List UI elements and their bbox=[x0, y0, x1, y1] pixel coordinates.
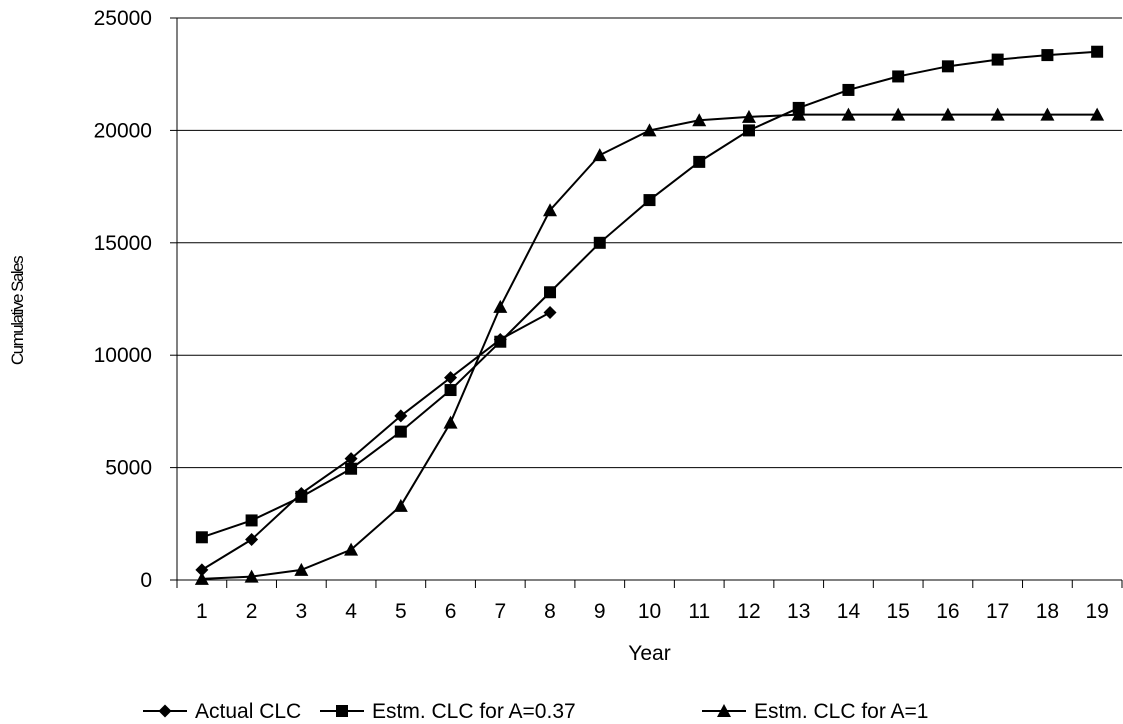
legend: Actual CLC Estm. CLC for A=0.37 Estm. CLC … bbox=[143, 700, 928, 723]
data-point bbox=[592, 148, 607, 162]
legend-label: Actual CLC bbox=[195, 700, 301, 723]
data-point bbox=[940, 107, 955, 121]
x-tick-label: 9 bbox=[594, 600, 606, 623]
series-3 bbox=[194, 107, 1105, 585]
data-point bbox=[1091, 45, 1104, 58]
x-tick-label: 19 bbox=[1085, 600, 1108, 623]
data-point bbox=[344, 452, 358, 466]
y-tick-label: 10000 bbox=[94, 344, 152, 367]
data-point bbox=[642, 123, 657, 137]
x-tick-label: 16 bbox=[936, 600, 959, 623]
series-line bbox=[201, 311, 551, 571]
data-point bbox=[1090, 107, 1105, 121]
data-point bbox=[841, 107, 856, 121]
y-tick-label: 15000 bbox=[94, 232, 152, 255]
x-tick-label: 5 bbox=[395, 600, 407, 623]
x-tick-label: 14 bbox=[837, 600, 861, 623]
gridlines bbox=[177, 17, 1122, 469]
legend-marker bbox=[336, 705, 348, 717]
data-point bbox=[991, 53, 1004, 66]
data-point bbox=[593, 236, 606, 249]
data-point bbox=[295, 490, 308, 503]
data-point bbox=[892, 70, 905, 83]
legend-marker bbox=[158, 704, 172, 718]
y-axis-title: Cumulative Sales bbox=[8, 256, 27, 365]
data-point bbox=[741, 109, 756, 123]
series-2 bbox=[195, 45, 1104, 544]
x-tick-label: 11 bbox=[688, 600, 710, 623]
data-point bbox=[493, 299, 508, 313]
data-point bbox=[543, 203, 558, 217]
data-point bbox=[791, 107, 806, 121]
x-tick-label: 8 bbox=[544, 600, 556, 623]
data-point bbox=[941, 60, 954, 73]
legend-label: Estm. CLC for A=1 bbox=[754, 700, 928, 723]
data-point bbox=[444, 384, 457, 397]
data-point bbox=[194, 571, 209, 585]
data-point bbox=[245, 533, 259, 547]
data-point bbox=[742, 124, 755, 137]
data-point bbox=[443, 415, 458, 429]
data-point bbox=[643, 194, 656, 207]
x-tick-label: 4 bbox=[345, 600, 357, 623]
legend-item: Actual CLC bbox=[143, 700, 301, 723]
x-tick-label: 15 bbox=[887, 600, 910, 623]
data-point bbox=[842, 83, 855, 96]
data-point bbox=[990, 107, 1005, 121]
x-tick-label: 7 bbox=[494, 600, 506, 623]
x-tick-label: 10 bbox=[638, 600, 661, 623]
data-point bbox=[693, 155, 706, 168]
data-point bbox=[344, 542, 359, 556]
data-point bbox=[1041, 49, 1054, 62]
data-point bbox=[891, 107, 906, 121]
data-point bbox=[1040, 107, 1055, 121]
x-tick-label: 17 bbox=[986, 600, 1009, 623]
x-tick-label: 2 bbox=[246, 600, 258, 623]
legend-item: Estm. CLC for A=1 bbox=[702, 700, 928, 723]
legend-item: Estm. CLC for A=0.37 bbox=[320, 700, 576, 723]
data-point bbox=[195, 563, 209, 577]
x-tick-label: 3 bbox=[295, 600, 307, 623]
y-tick-label: 20000 bbox=[94, 119, 152, 142]
data-point bbox=[345, 462, 358, 475]
x-tick-label: 1 bbox=[196, 600, 208, 623]
y-tick-label: 25000 bbox=[94, 7, 152, 30]
x-axis-title: Year bbox=[628, 642, 670, 665]
data-point bbox=[692, 113, 707, 127]
data-point bbox=[394, 409, 408, 423]
legend-marker bbox=[717, 704, 731, 717]
data-point bbox=[444, 371, 458, 385]
data-point bbox=[393, 498, 408, 512]
data-point bbox=[294, 562, 309, 576]
series-line bbox=[201, 113, 1098, 580]
x-tick-label: 6 bbox=[445, 600, 457, 623]
data-point bbox=[543, 305, 557, 319]
x-tick-label: 12 bbox=[737, 600, 760, 623]
data-point bbox=[195, 531, 208, 544]
legend-label: Estm. CLC for A=0.37 bbox=[372, 700, 576, 723]
y-tick-label: 0 bbox=[140, 569, 152, 592]
data-point bbox=[244, 569, 259, 583]
x-tick-label: 18 bbox=[1036, 600, 1059, 623]
series-group bbox=[194, 45, 1105, 585]
data-point bbox=[394, 425, 407, 438]
x-tick-label: 13 bbox=[787, 600, 810, 623]
data-point bbox=[494, 335, 507, 348]
data-point bbox=[245, 514, 258, 527]
y-tick-label: 5000 bbox=[105, 457, 152, 480]
data-point bbox=[544, 286, 557, 299]
